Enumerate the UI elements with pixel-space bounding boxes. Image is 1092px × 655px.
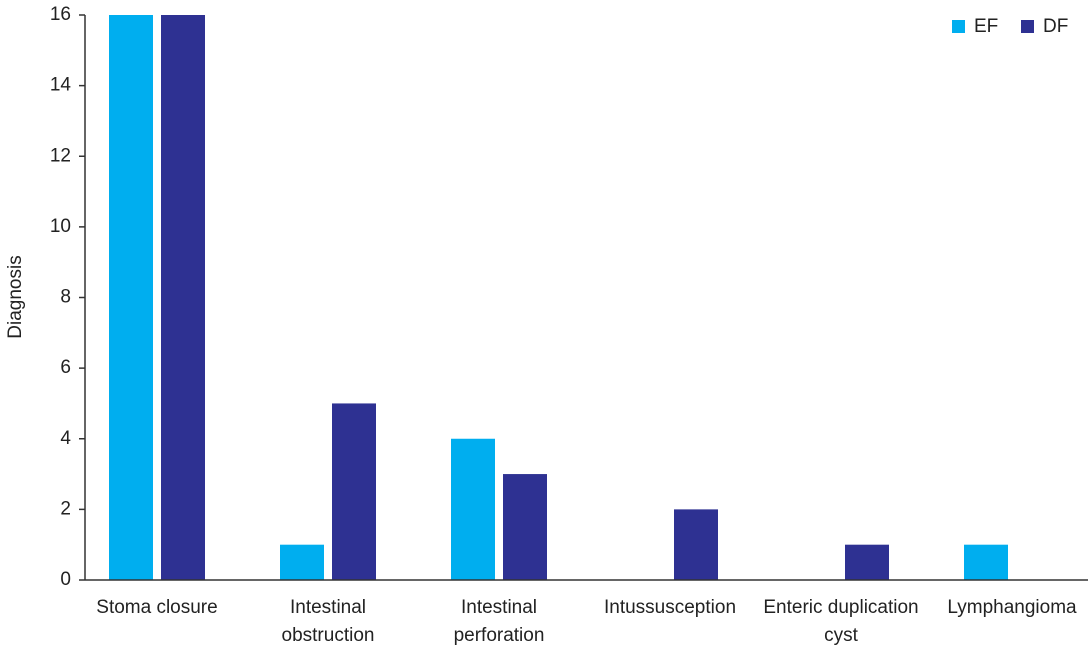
legend-label: DF — [1043, 16, 1068, 37]
y-tick-label: 10 — [50, 216, 71, 237]
y-tick-label: 6 — [60, 357, 71, 378]
y-tick-label: 14 — [50, 75, 72, 96]
y-tick-label: 2 — [60, 498, 71, 519]
bar — [964, 544, 1008, 580]
y-tick-label: 4 — [60, 428, 71, 449]
bar — [451, 438, 495, 580]
x-tick-label: Intussusception — [603, 597, 737, 618]
y-axis-label: Diagnosis — [5, 255, 26, 338]
x-tick-label: Intestinal perforation — [453, 597, 545, 646]
legend-swatch — [1021, 20, 1034, 33]
x-tick-label: Intestinal obstruction — [281, 597, 375, 646]
legend-label: EF — [974, 16, 998, 37]
y-tick-label: 0 — [60, 569, 71, 590]
x-tick-label: Stoma closure — [96, 597, 218, 618]
legend-swatch — [952, 20, 965, 33]
bar — [845, 544, 889, 580]
bar — [674, 509, 718, 580]
x-tick-label: Lymphangioma — [947, 597, 1077, 618]
bar — [503, 474, 547, 580]
y-tick-label: 16 — [50, 4, 71, 25]
bar — [109, 15, 153, 580]
y-tick-label: 8 — [60, 287, 71, 308]
x-tick-label: Enteric duplication cyst — [763, 597, 919, 646]
bar — [280, 544, 324, 580]
bar — [332, 403, 376, 580]
y-tick-label: 12 — [50, 145, 71, 166]
bar — [161, 15, 205, 580]
